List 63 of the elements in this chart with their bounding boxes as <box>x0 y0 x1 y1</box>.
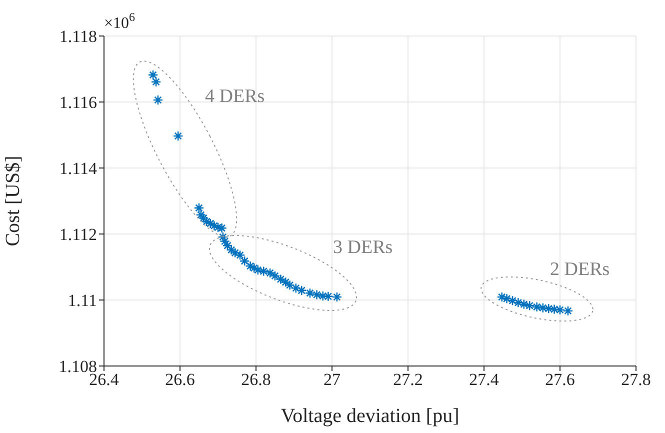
point <box>270 270 280 282</box>
point <box>239 256 250 266</box>
point <box>172 130 184 142</box>
point <box>201 216 212 227</box>
annotation: 3 DERs <box>333 237 393 258</box>
point <box>304 288 316 298</box>
point <box>524 300 535 311</box>
point <box>554 304 566 316</box>
point <box>152 94 164 106</box>
point <box>318 290 328 302</box>
point <box>248 262 260 274</box>
point <box>332 292 342 302</box>
point <box>264 268 276 278</box>
point <box>150 76 162 88</box>
point <box>538 302 548 314</box>
x-tick-label: 27.8 <box>621 370 651 390</box>
point <box>502 294 512 304</box>
point <box>532 302 542 312</box>
y-axis-title: Cost [US$] <box>2 156 24 246</box>
y-tick-label: 1.112 <box>59 225 97 244</box>
point <box>230 248 240 258</box>
point <box>218 232 228 242</box>
x-tick-label: 27.2 <box>393 370 423 390</box>
point <box>196 210 206 220</box>
point <box>194 202 204 214</box>
point <box>234 250 246 260</box>
point <box>549 304 560 314</box>
point <box>222 240 233 251</box>
y-tick-label: 1.116 <box>59 93 97 112</box>
point <box>323 291 334 302</box>
annotation: 2 DERs <box>550 259 610 280</box>
point <box>226 244 236 255</box>
point <box>148 70 158 80</box>
y-tick-label: 1.118 <box>59 27 97 46</box>
point <box>205 218 216 229</box>
point <box>312 290 322 300</box>
point <box>245 260 256 272</box>
point <box>296 285 307 296</box>
point <box>280 277 291 288</box>
x-tick-label: 26.6 <box>165 370 195 390</box>
point <box>290 282 302 294</box>
x-tick-label: 27 <box>324 370 341 390</box>
point <box>258 266 269 276</box>
point <box>276 274 286 284</box>
point <box>513 297 524 308</box>
x-tick-label: 26.8 <box>241 370 271 390</box>
point <box>198 213 209 224</box>
y-tick-label: 1.114 <box>59 159 98 178</box>
point <box>543 303 554 314</box>
point <box>220 236 230 246</box>
point <box>284 280 295 290</box>
text: ×10$^{6}$ <box>104 10 136 32</box>
point <box>518 299 530 310</box>
point <box>562 306 574 316</box>
point <box>496 292 508 302</box>
point <box>209 220 220 231</box>
point <box>252 264 264 276</box>
annotation: 4 DERs <box>205 86 265 107</box>
x-tick-label: 27.4 <box>469 370 500 390</box>
y-tick-label: 1.11 <box>68 291 97 310</box>
x-axis-title: Voltage deviation [pu] <box>280 405 460 427</box>
point <box>507 296 518 306</box>
x-tick-label: 27.6 <box>545 370 575 390</box>
